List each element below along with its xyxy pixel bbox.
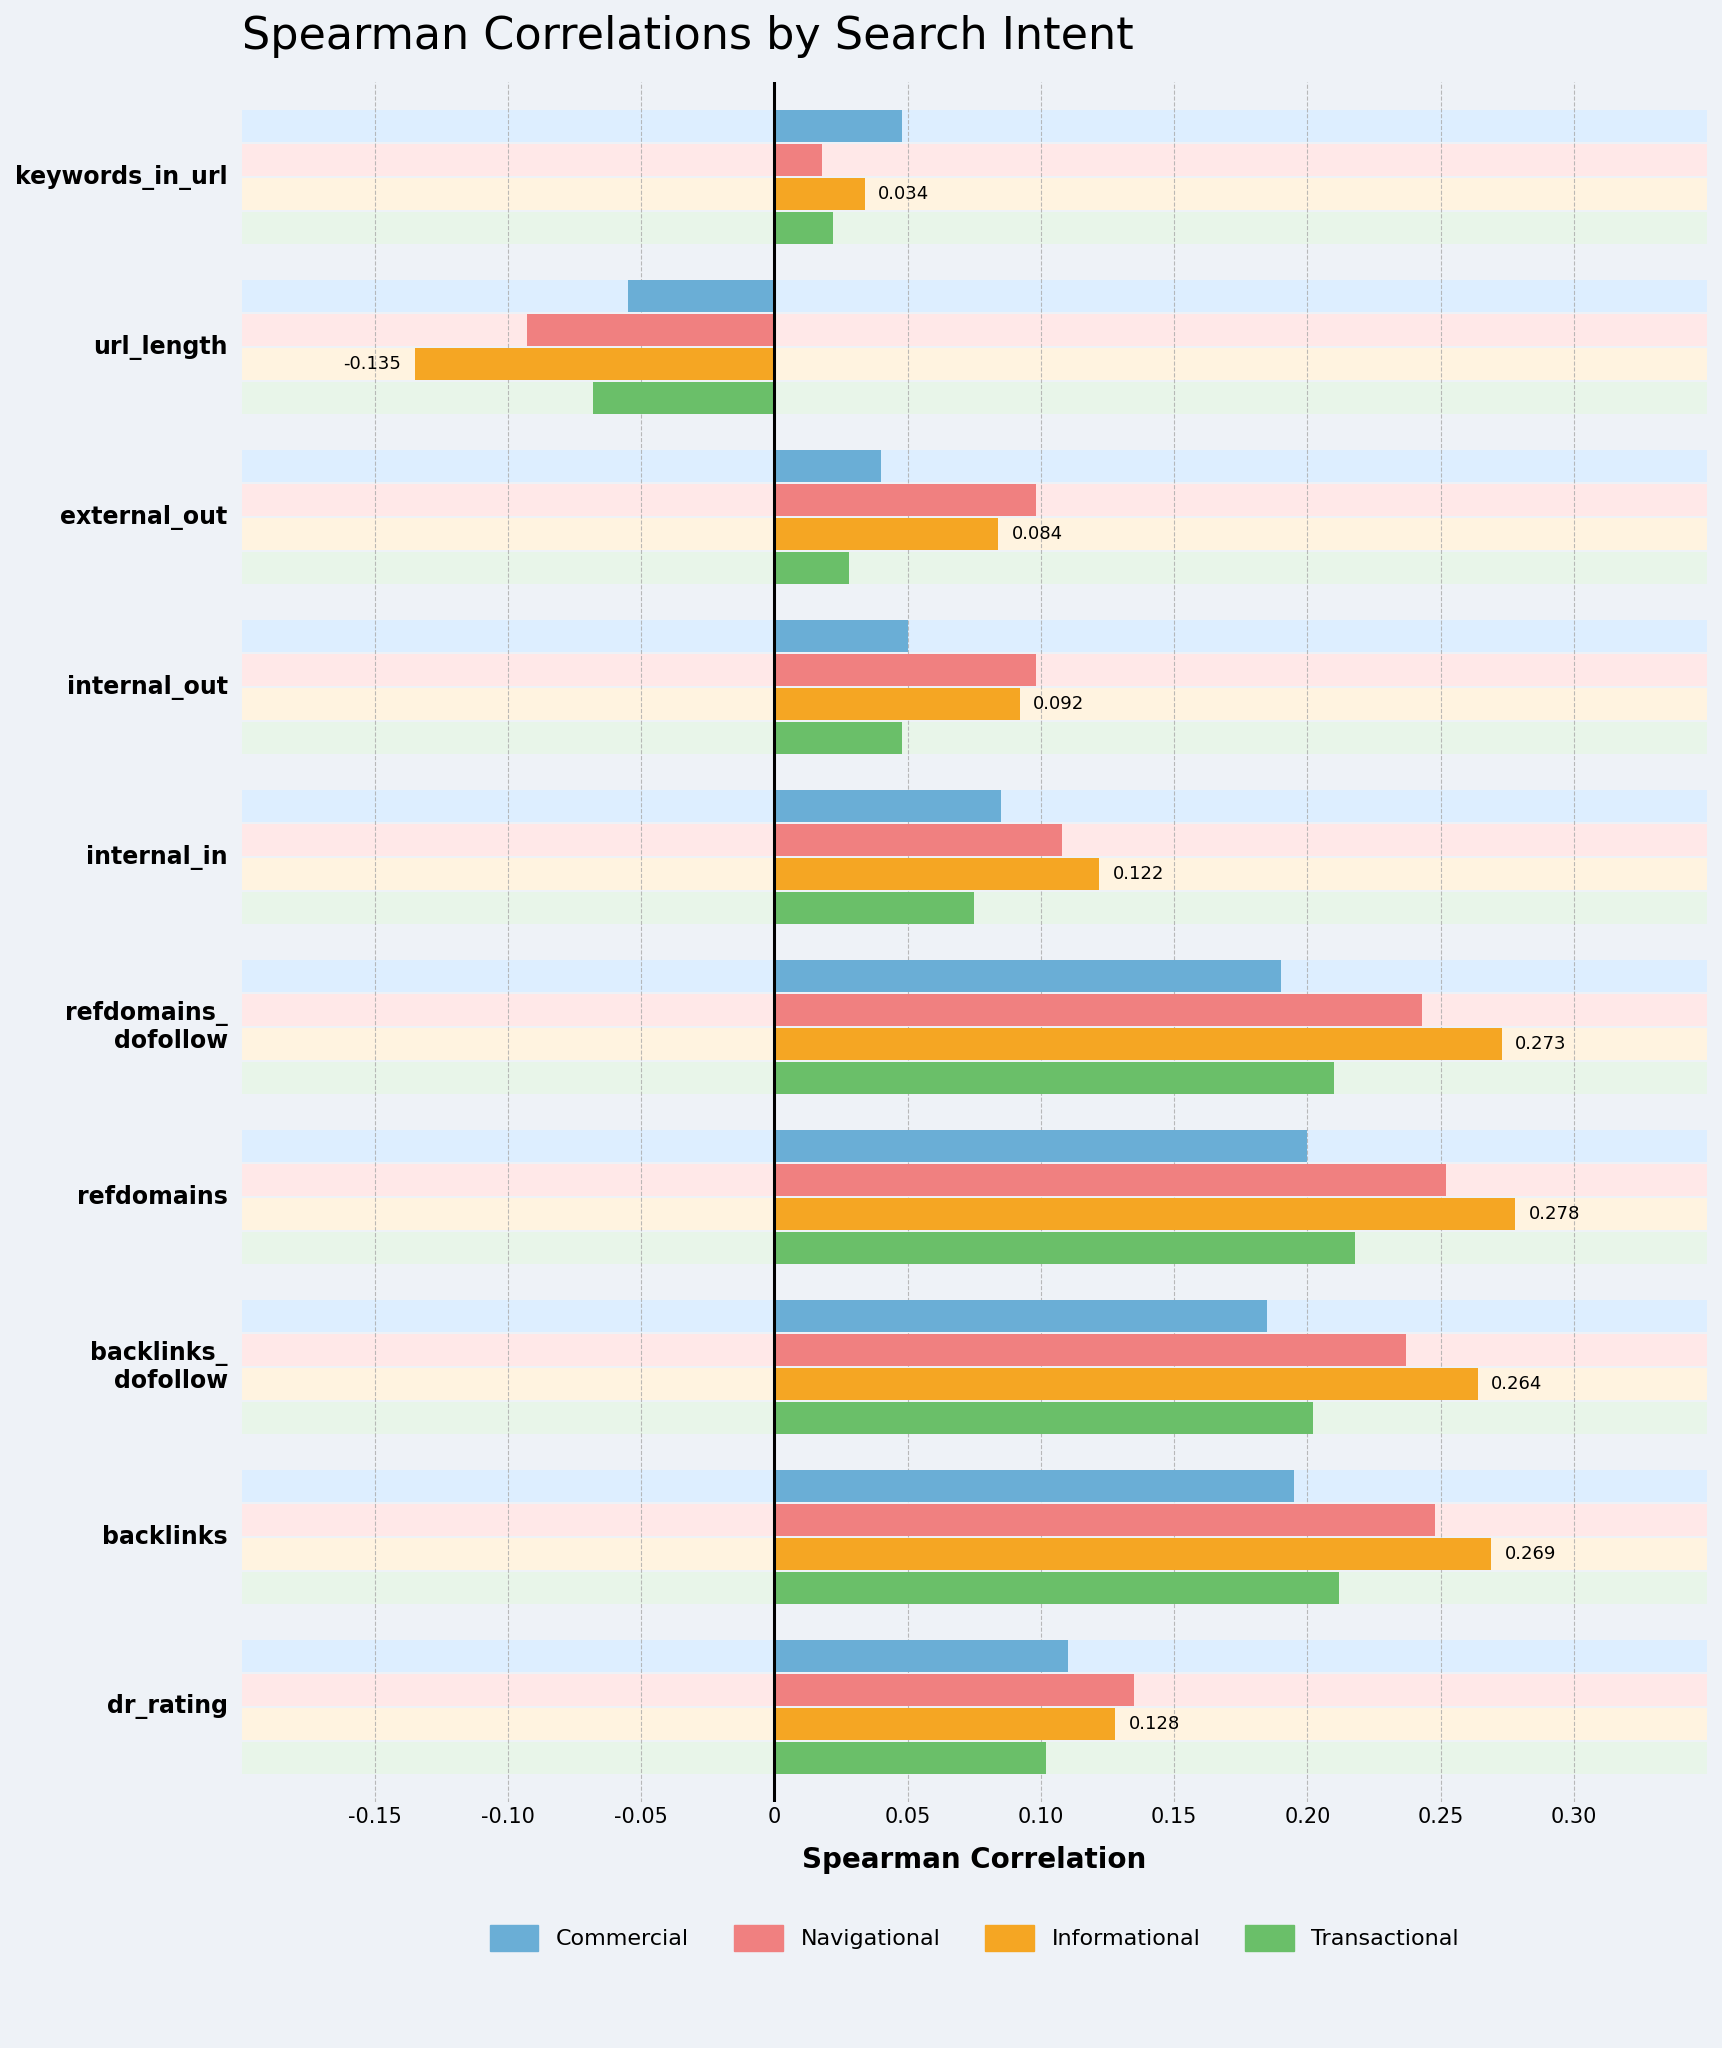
Bar — [775, 1503, 1434, 1536]
Bar — [241, 1573, 1707, 1604]
Bar — [775, 791, 1000, 821]
Bar — [241, 893, 1707, 924]
Bar — [241, 1130, 1707, 1161]
Text: 0.092: 0.092 — [1033, 694, 1085, 713]
Bar — [241, 688, 1707, 721]
Bar — [241, 621, 1707, 651]
Bar — [775, 518, 999, 551]
Text: 0.128: 0.128 — [1130, 1714, 1180, 1733]
Text: 0.278: 0.278 — [1529, 1204, 1579, 1223]
Bar — [775, 893, 975, 924]
Bar — [241, 553, 1707, 584]
Bar — [775, 621, 907, 651]
Legend: Commercial, Navigational, Informational, Transactional: Commercial, Navigational, Informational,… — [480, 1917, 1467, 1960]
Bar — [241, 1673, 1707, 1706]
Bar — [241, 1233, 1707, 1264]
Bar — [775, 1538, 1491, 1571]
Bar — [775, 1233, 1355, 1264]
Bar — [241, 348, 1707, 381]
Bar — [241, 451, 1707, 481]
Bar — [241, 723, 1707, 754]
Bar — [241, 1063, 1707, 1094]
Bar — [775, 1063, 1335, 1094]
Bar — [775, 1403, 1312, 1434]
Bar — [775, 858, 1099, 891]
Bar — [775, 178, 864, 211]
Bar — [241, 383, 1707, 414]
Bar — [629, 281, 775, 311]
Text: -0.135: -0.135 — [343, 354, 401, 373]
Bar — [241, 281, 1707, 311]
Bar — [775, 653, 1035, 686]
Bar — [241, 1028, 1707, 1061]
Bar — [775, 451, 882, 481]
Bar — [241, 1640, 1707, 1671]
Bar — [241, 1708, 1707, 1741]
Bar — [775, 1163, 1446, 1196]
Text: 0.273: 0.273 — [1515, 1034, 1567, 1053]
Bar — [241, 961, 1707, 991]
Bar — [775, 1743, 1047, 1774]
Bar — [775, 1673, 1135, 1706]
Text: Spearman Correlations by Search Intent: Spearman Correlations by Search Intent — [241, 14, 1133, 57]
Bar — [241, 823, 1707, 856]
Bar — [241, 518, 1707, 551]
Bar — [241, 1163, 1707, 1196]
Bar — [527, 313, 775, 346]
Bar — [241, 1503, 1707, 1536]
Bar — [775, 1130, 1307, 1161]
Bar — [415, 348, 775, 381]
Bar — [241, 1403, 1707, 1434]
Bar — [775, 823, 1062, 856]
Bar — [775, 688, 1019, 721]
Bar — [775, 1198, 1515, 1231]
Bar — [775, 723, 902, 754]
Bar — [241, 858, 1707, 891]
X-axis label: Spearman Correlation: Spearman Correlation — [802, 1845, 1147, 1874]
Bar — [775, 553, 849, 584]
Bar — [241, 313, 1707, 346]
Bar — [241, 993, 1707, 1026]
Bar — [594, 383, 775, 414]
Bar — [241, 111, 1707, 141]
Bar — [775, 1028, 1502, 1061]
Bar — [241, 1333, 1707, 1366]
Bar — [775, 993, 1422, 1026]
Bar — [241, 143, 1707, 176]
Bar — [241, 178, 1707, 211]
Bar — [775, 1333, 1405, 1366]
Bar — [775, 1573, 1340, 1604]
Bar — [775, 1368, 1477, 1401]
Bar — [241, 483, 1707, 516]
Text: 0.269: 0.269 — [1505, 1544, 1557, 1563]
Bar — [241, 791, 1707, 821]
Bar — [775, 1300, 1267, 1331]
Text: 0.084: 0.084 — [1011, 524, 1062, 543]
Bar — [241, 1198, 1707, 1231]
Bar — [241, 1743, 1707, 1774]
Bar — [775, 143, 823, 176]
Bar — [775, 213, 833, 244]
Bar — [241, 213, 1707, 244]
Text: 0.264: 0.264 — [1491, 1374, 1543, 1393]
Bar — [775, 1640, 1068, 1671]
Text: 0.034: 0.034 — [878, 184, 930, 203]
Bar — [775, 483, 1035, 516]
Text: 0.122: 0.122 — [1112, 864, 1164, 883]
Bar — [241, 1300, 1707, 1331]
Bar — [775, 1708, 1116, 1741]
Bar — [775, 111, 902, 141]
Bar — [775, 961, 1281, 991]
Bar — [241, 653, 1707, 686]
Bar — [241, 1368, 1707, 1401]
Bar — [775, 1470, 1293, 1501]
Bar — [241, 1538, 1707, 1571]
Bar — [241, 1470, 1707, 1501]
